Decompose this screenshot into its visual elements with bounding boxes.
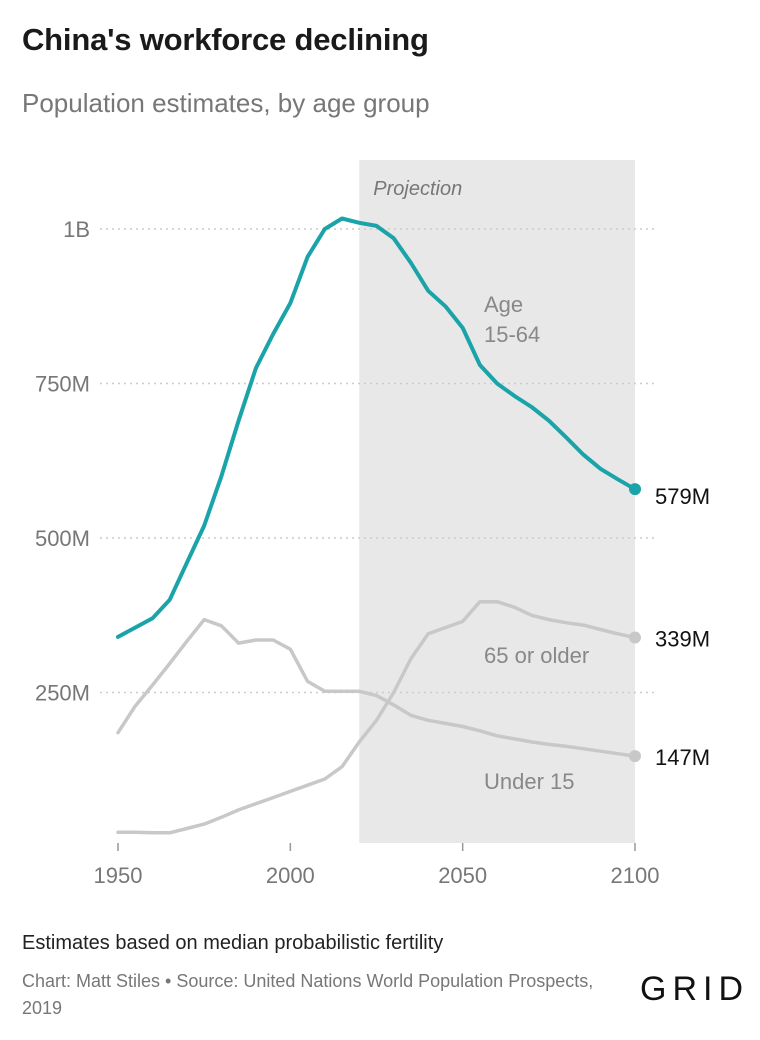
end-point-age-15-64 xyxy=(629,483,641,496)
series-label-under-15: Under 15 xyxy=(484,769,575,794)
source-credit: Chart: Matt Stiles • Source: United Nati… xyxy=(22,971,594,1018)
chart-subtitle: Population estimates, by age group xyxy=(22,88,430,118)
projection-label: Projection xyxy=(373,178,462,200)
y-tick-label: 500M xyxy=(35,526,90,551)
series-label-age-15-64: Age xyxy=(484,292,523,317)
footnote: Estimates based on median probabilistic … xyxy=(22,932,444,954)
line-chart: Projection 250M 500M 750M 1B 1950 2000 2050 2100… xyxy=(35,160,710,888)
end-label-under-15: 147M xyxy=(655,745,710,770)
y-tick-label: 1B xyxy=(63,217,90,242)
y-tick-label: 250M xyxy=(35,681,90,706)
end-point-under-15 xyxy=(629,750,641,763)
series-line-under-15 xyxy=(116,617,637,758)
end-label-age-15-64: 579M xyxy=(655,484,710,509)
series-label-age-15-64: 15-64 xyxy=(484,322,540,347)
chart-title: China's workforce declining xyxy=(22,22,429,57)
series-line-age-15-64 xyxy=(116,216,637,639)
x-tick-label: 2050 xyxy=(438,863,487,888)
projection-band xyxy=(359,160,635,843)
x-tick-label: 2100 xyxy=(611,863,660,888)
y-tick-label: 750M xyxy=(35,372,90,397)
x-tick-label: 1950 xyxy=(94,863,143,888)
series-line-65-or-older xyxy=(116,599,637,835)
end-label-65-or-older: 339M xyxy=(655,626,710,651)
series-label-65-or-older: 65 or older xyxy=(484,643,589,668)
x-tick-label: 2000 xyxy=(266,863,315,888)
grid-logo: GRID xyxy=(640,970,749,1008)
end-point-65-or-older xyxy=(629,631,641,644)
